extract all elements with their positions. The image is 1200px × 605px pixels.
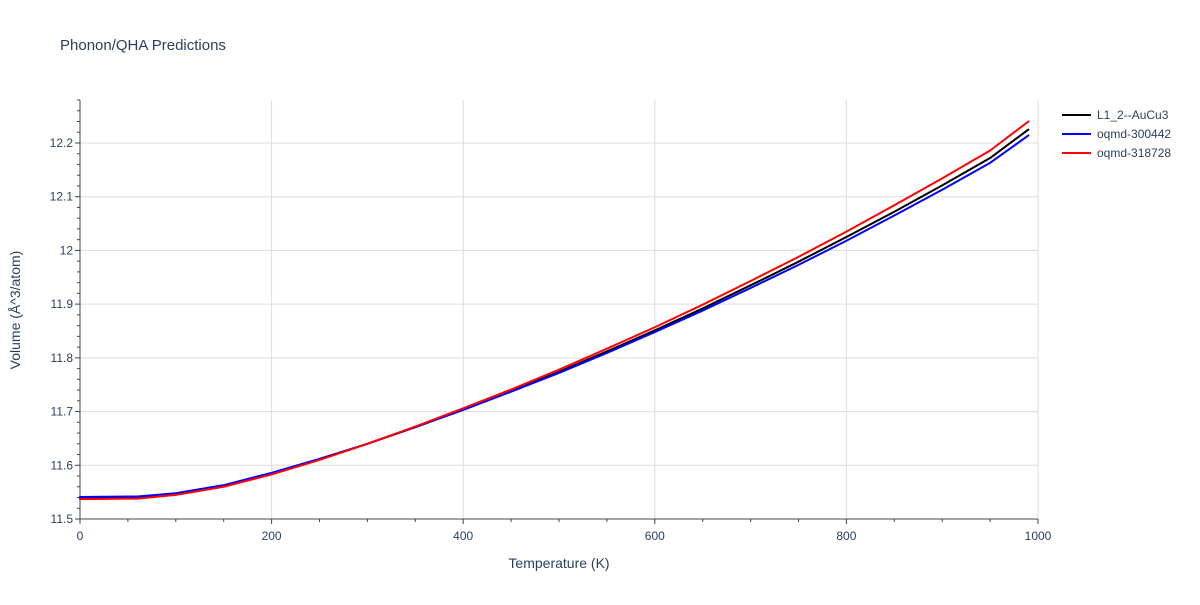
y-axis-title: Volume (Å^3/atom) [7, 251, 23, 370]
y-tick-label: 12.1 [50, 190, 74, 204]
x-tick-label: 600 [645, 529, 665, 543]
y-tick-label: 11.8 [51, 351, 74, 365]
series-lines [79, 120, 1030, 501]
x-tick-label: 400 [453, 529, 473, 543]
axes: 0 200 400 600 800 1000 11.5 11.6 11.7 11.8 11.9 12 1… [50, 99, 1052, 543]
y-tick-label: 12 [60, 243, 74, 257]
series-line-oqmd-318728 [79, 120, 1030, 501]
x-tick-label: 200 [262, 529, 282, 543]
x-tick-label: 1000 [1025, 529, 1052, 543]
x-tick-label: 0 [77, 529, 84, 543]
legend: L1_2--AuCu3 oqmd-300442 oqmd-318728 [1062, 108, 1171, 160]
x-tick-label: 800 [836, 529, 856, 543]
y-tick-label: 11.6 [51, 458, 74, 472]
series-line-oqmd-300442 [79, 134, 1030, 498]
x-axis-title: Temperature (K) [508, 555, 609, 571]
legend-label: oqmd-300442 [1097, 127, 1171, 141]
y-tick-label: 11.7 [51, 405, 74, 419]
legend-label: oqmd-318728 [1097, 146, 1171, 160]
y-tick-label: 12.2 [50, 136, 74, 150]
legend-label: L1_2--AuCu3 [1097, 108, 1169, 122]
y-tick-label: 11.9 [51, 297, 74, 311]
chart-title: Phonon/QHA Predictions [60, 37, 226, 54]
y-tick-label: 11.5 [51, 512, 74, 526]
